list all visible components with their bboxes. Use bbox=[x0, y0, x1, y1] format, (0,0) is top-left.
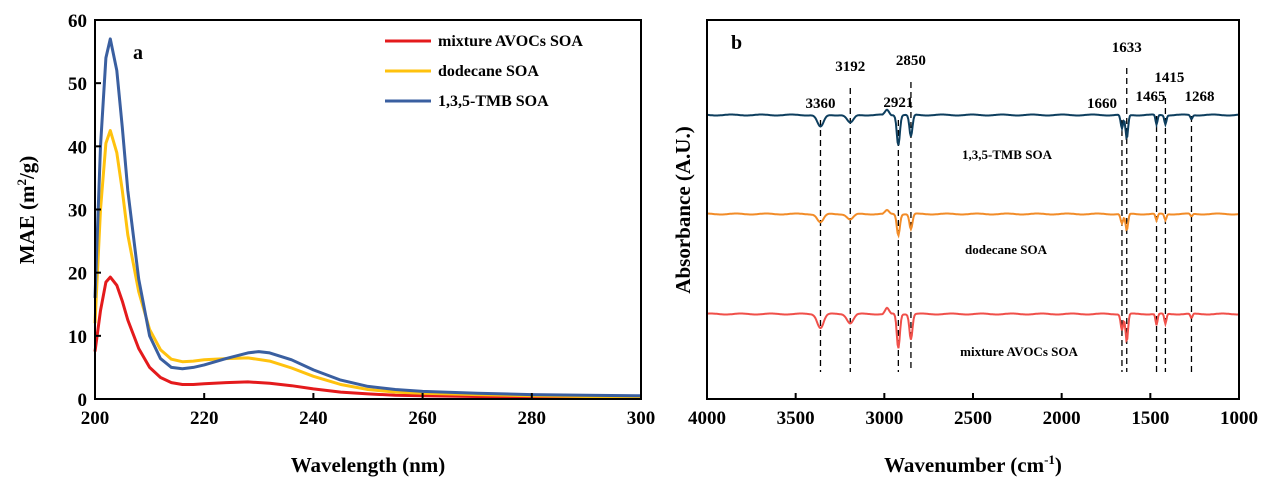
x-tick-label: 220 bbox=[190, 408, 219, 429]
x-tick-label: 1500 bbox=[1131, 408, 1169, 429]
series-line-1 bbox=[93, 129, 642, 399]
x-tick-label: 1000 bbox=[1220, 408, 1258, 429]
peak-label: 1660 bbox=[1087, 96, 1117, 112]
x-tick-label: 260 bbox=[408, 408, 437, 429]
x-tick-label: 200 bbox=[81, 408, 110, 429]
y-tick-label: 60 bbox=[68, 11, 87, 32]
panel-b: 4000 3500 3000 2500 2000 1500 1000 3360 3192 292… bbox=[671, 19, 1258, 477]
x-tick-label: 280 bbox=[518, 408, 547, 429]
peak-label: 3192 bbox=[835, 59, 865, 75]
panel-a-lines bbox=[93, 37, 642, 400]
panel-a: 200 220 240 260 280 300 0 10 20 30 40 50 60 a mixtur… bbox=[14, 11, 655, 477]
panel-b-ticks: 4000 3500 3000 2500 2000 1500 1000 bbox=[688, 393, 1258, 429]
series-line-0 bbox=[93, 275, 642, 400]
panel-a-y-axis-title: MAE (m2/g) bbox=[14, 156, 39, 265]
spectrum-label-tmb: 1,3,5-TMB SOA bbox=[962, 147, 1053, 162]
x-tick-label: 3500 bbox=[777, 408, 815, 429]
y-tick-label: 40 bbox=[68, 137, 87, 158]
spectrum-line-0 bbox=[706, 108, 1240, 146]
panel-a-frame bbox=[94, 19, 642, 400]
series-line-2 bbox=[93, 37, 642, 398]
y-tick-label: 10 bbox=[68, 327, 87, 348]
legend-label-mixture: mixture AVOCs SOA bbox=[438, 33, 583, 50]
y-tick-label: 50 bbox=[68, 74, 87, 95]
y-tick-label: 20 bbox=[68, 264, 87, 285]
y-tick-label: 0 bbox=[78, 390, 88, 411]
spectrum-line-2 bbox=[707, 306, 1239, 349]
peak-label: 2850 bbox=[896, 53, 926, 69]
spectrum-label-mixture: mixture AVOCs SOA bbox=[960, 344, 1078, 359]
panel-a-letter: a bbox=[133, 42, 143, 64]
peak-label: 1268 bbox=[1184, 89, 1214, 105]
x-tick-label: 4000 bbox=[688, 408, 726, 429]
x-tick-label: 3000 bbox=[865, 408, 903, 429]
legend-label-dodecane: dodecane SOA bbox=[438, 63, 539, 80]
x-tick-label: 300 bbox=[627, 408, 656, 429]
panel-b-peak-markers bbox=[819, 68, 1193, 372]
x-tick-label: 2500 bbox=[954, 408, 992, 429]
peak-label: 1415 bbox=[1154, 70, 1184, 86]
panel-b-y-axis-title: Absorbance (A.U.) bbox=[671, 126, 695, 293]
panel-b-spectra bbox=[706, 108, 1240, 349]
y-tick-label: 30 bbox=[68, 201, 87, 222]
panel-a-ticks: 200 220 240 260 280 300 0 10 20 30 40 50 60 bbox=[68, 11, 655, 429]
panel-b-x-axis-title: Wavenumber (cm-1) bbox=[884, 452, 1062, 477]
panel-a-legend: mixture AVOCs SOA dodecane SOA 1,3,5-TMB… bbox=[385, 33, 583, 110]
panel-b-letter: b bbox=[731, 32, 742, 54]
x-tick-label: 240 bbox=[299, 408, 328, 429]
spectrum-line-1 bbox=[707, 208, 1240, 239]
peak-label: 2921 bbox=[883, 95, 913, 111]
peak-label: 3360 bbox=[805, 96, 835, 112]
spectrum-label-dodecane: dodecane SOA bbox=[965, 242, 1048, 257]
peak-label: 1633 bbox=[1112, 40, 1142, 56]
peak-label: 1465 bbox=[1136, 89, 1166, 105]
x-tick-label: 2000 bbox=[1043, 408, 1081, 429]
panel-a-x-axis-title: Wavelength (nm) bbox=[291, 453, 446, 477]
legend-label-tmb: 1,3,5-TMB SOA bbox=[438, 93, 549, 110]
